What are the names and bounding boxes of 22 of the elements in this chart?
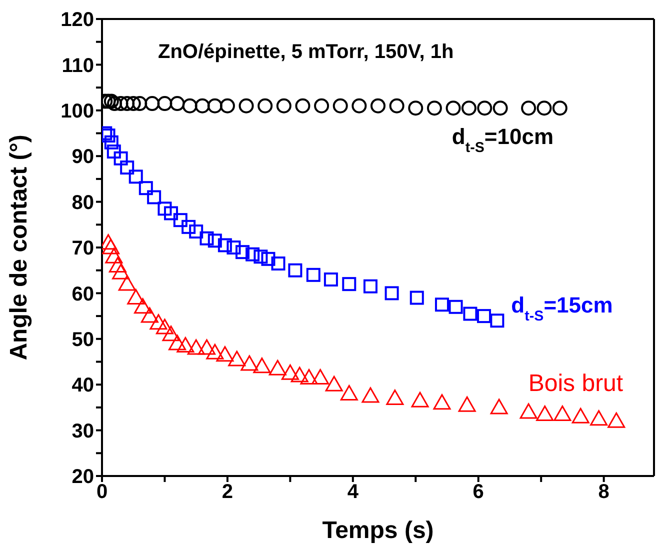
y-tick-label: 60: [72, 283, 94, 306]
x-tick-label: 2: [222, 481, 234, 504]
x-tick-label: 4: [347, 481, 360, 504]
x-tick-label: 8: [598, 481, 610, 504]
text: ZnO/épinette, 5 mTorr, 150V, 1h: [158, 41, 454, 63]
y-tick-label: 90: [72, 146, 94, 168]
y-tick-label: 120: [60, 9, 94, 32]
series-label: Bois brut: [528, 370, 624, 398]
y-tick-label: 110: [62, 54, 94, 77]
x-axis-title: Temps (s): [322, 517, 434, 544]
y-axis-title: Angle de contact (°): [6, 134, 33, 360]
y-tick-label: 50: [72, 329, 94, 351]
series-label: d$_{t-S}$=15cm: [511, 292, 613, 325]
y-tick-label: 80: [72, 192, 94, 214]
y-tick-label: 20: [72, 466, 94, 488]
y-tick-label: 40: [72, 374, 94, 397]
y-tick-label: 100: [60, 100, 94, 122]
y-tick-label: 30: [72, 420, 94, 442]
x-tick-label: 0: [96, 481, 108, 504]
y-tick-label: 70: [72, 238, 94, 260]
series-label: d$_{t-S}$=10cm: [452, 124, 554, 156]
x-tick-label: 6: [472, 481, 484, 504]
